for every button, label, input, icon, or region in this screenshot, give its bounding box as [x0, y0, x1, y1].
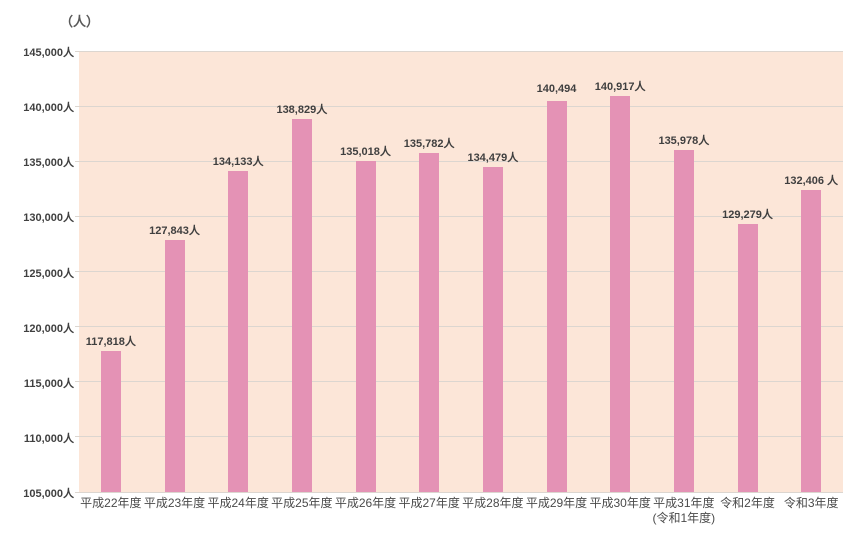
y-tick-label: 115,000人	[23, 377, 74, 390]
y-tick-label: 120,000人	[23, 322, 74, 335]
bar-data-label: 140,494	[536, 82, 577, 95]
x-tick-label: 平成26年度	[335, 496, 396, 511]
x-tick-label: 平成27年度	[398, 496, 459, 511]
x-tick-label: 平成22年度	[80, 496, 141, 511]
bar	[801, 189, 822, 492]
bar-data-label: 138,829人	[276, 104, 328, 117]
gridline	[75, 271, 843, 272]
bar	[291, 119, 312, 492]
x-tick-label-line: 平成23年度	[143, 496, 206, 510]
x-tick-label: 平成30年度	[589, 496, 650, 511]
bar-data-label: 135,018人	[340, 146, 391, 159]
x-tick-label-line: 平成27年度	[398, 496, 460, 510]
bar	[419, 152, 440, 492]
gridline	[75, 215, 843, 217]
bar-data-label: 129,279人	[722, 209, 773, 222]
gridline	[75, 50, 843, 52]
x-tick-label-line: 平成24年度	[207, 496, 269, 510]
y-tick-label: 140,000人	[23, 102, 74, 115]
x-tick-label-line: 令和2年度	[720, 496, 775, 510]
x-tick-label-line: 平成22年度	[80, 496, 142, 510]
x-tick-label-line: 平成31年度	[653, 496, 715, 510]
x-tick-label-line: 平成30年度	[589, 496, 651, 510]
gridline	[75, 491, 843, 493]
y-tick-label: 130,000人	[23, 212, 74, 225]
x-tick-label: 平成24年度	[207, 496, 268, 511]
y-axis-unit-label: （人）	[60, 14, 100, 29]
bar	[100, 350, 121, 492]
bar-data-label: 134,479人	[467, 151, 519, 164]
bar-data-label: 127,843人	[149, 225, 200, 238]
gridline	[75, 326, 843, 328]
y-tick-label: 135,000人	[23, 157, 74, 170]
bar	[610, 96, 631, 492]
x-tick-label: 平成28年度	[462, 496, 523, 511]
bar	[546, 100, 567, 492]
x-tick-label: 平成31年度 (令和1年度)	[652, 496, 715, 526]
bar-data-label: 135,978人	[658, 135, 710, 148]
bar	[164, 240, 185, 492]
bar-data-label: 134,133人	[212, 155, 264, 168]
y-tick-label: 105,000人	[23, 488, 74, 500]
gridline	[75, 160, 843, 162]
bar	[673, 150, 694, 492]
x-tick-label-line: 平成28年度	[462, 496, 524, 510]
x-tick-label-line: 平成25年度	[271, 496, 333, 510]
gridline	[75, 436, 843, 438]
bar-data-label: 135,782人	[403, 137, 455, 150]
x-tick-label: 令和2年度	[720, 496, 775, 511]
x-tick-label: 令和3年度	[784, 496, 839, 511]
bar	[482, 166, 503, 492]
bar-data-label: 117,818人	[85, 335, 136, 348]
x-tick-label: 平成23年度	[144, 496, 205, 511]
x-tick-label: 平成25年度	[271, 496, 332, 511]
bar	[737, 224, 758, 492]
x-tick-label-line: (令和1年度)	[652, 511, 716, 525]
bar	[355, 161, 376, 492]
x-tick-label-line: 平成29年度	[525, 496, 588, 510]
gridline	[75, 381, 843, 383]
bar	[228, 170, 249, 492]
y-tick-label: 125,000人	[23, 267, 74, 280]
x-tick-label-line: 平成26年度	[334, 496, 397, 510]
x-tick-label-line: 令和3年度	[783, 496, 839, 510]
x-tick-label: 平成29年度	[526, 496, 587, 511]
y-tick-label: 145,000人	[23, 47, 74, 59]
y-tick-label: 110,000人	[23, 432, 74, 445]
bar-data-label: 132,406 人	[784, 174, 839, 187]
bar-data-label: 140,917人	[594, 81, 646, 93]
gridline	[75, 105, 843, 107]
